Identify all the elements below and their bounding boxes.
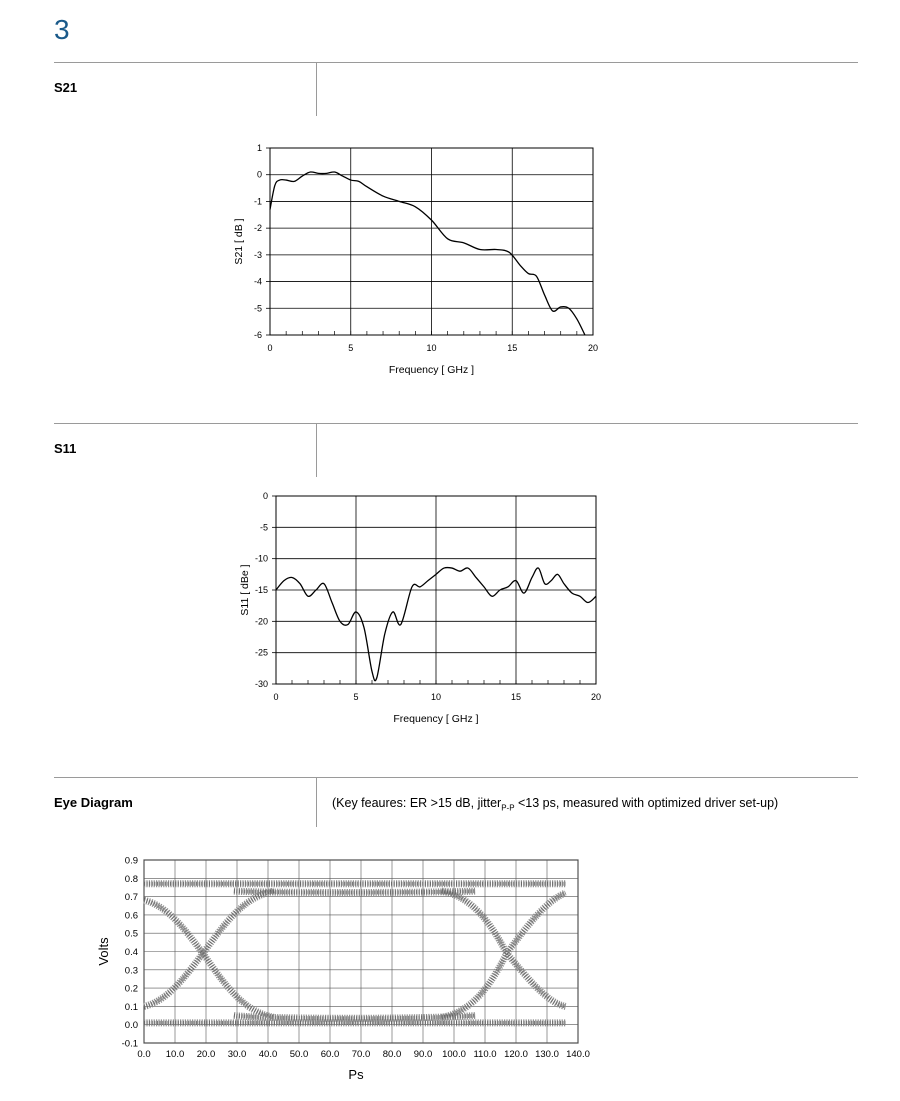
y-tick-label: 1 <box>257 143 262 153</box>
y-axis-label: Volts <box>96 937 111 966</box>
y-axis-label: S21 [ dB ] <box>233 218 245 264</box>
y-tick-label: 0.8 <box>125 874 138 885</box>
y-tick-label: 0.4 <box>125 947 138 958</box>
y-tick-label: -2 <box>254 223 262 233</box>
y-tick-label: -0.1 <box>122 1039 138 1050</box>
x-tick-label: 120.0 <box>504 1049 528 1060</box>
x-tick-label: 10 <box>431 692 441 702</box>
y-tick-label: 0.0 <box>125 1020 138 1031</box>
series-line <box>269 171 586 336</box>
section-label-eye-diagram: Eye Diagram <box>54 795 133 810</box>
y-tick-label: 0.2 <box>125 984 138 995</box>
y-tick-label: 0.3 <box>125 965 138 976</box>
eye-falling-right <box>440 887 567 1010</box>
note-tail: <13 ps, measured with optimized driver s… <box>514 796 779 810</box>
x-axis-label: Frequency [ GHz ] <box>389 364 474 376</box>
y-tick-label: 0.7 <box>125 892 138 903</box>
y-tick-label: -5 <box>254 303 262 313</box>
y-tick-label: -15 <box>255 585 268 595</box>
eye-low-inner <box>233 1012 476 1022</box>
eye-high-inner <box>233 887 476 896</box>
y-tick-label: 0.6 <box>125 910 138 921</box>
y-tick-label: 0 <box>263 491 268 501</box>
y-tick-label: -30 <box>255 679 268 689</box>
page-number: 3 <box>54 14 70 45</box>
x-tick-label: 20 <box>588 343 598 353</box>
column-divider <box>316 62 317 116</box>
x-tick-label: 20.0 <box>197 1049 216 1060</box>
x-tick-label: 110.0 <box>473 1049 496 1060</box>
y-tick-label: -1 <box>254 196 262 206</box>
series-line <box>275 566 597 682</box>
y-tick-label: -10 <box>255 554 268 564</box>
x-tick-label: 0 <box>273 692 278 702</box>
x-tick-label: 0.0 <box>137 1049 150 1060</box>
column-divider <box>316 777 317 827</box>
note-subscript: P-P <box>501 803 515 813</box>
y-tick-label: -3 <box>254 250 262 260</box>
x-tick-label: 60.0 <box>321 1049 340 1060</box>
eye-diagram-note: (Key feaures: ER >15 dB, jitterP-P <13 p… <box>332 796 778 813</box>
y-axis-label: S11 [ dBe ] <box>239 564 251 615</box>
y-tick-label: -25 <box>255 648 268 658</box>
section-label-s21: S21 <box>54 80 78 95</box>
x-tick-label: 100.0 <box>442 1049 466 1060</box>
x-tick-label: 5 <box>348 343 353 353</box>
x-tick-label: 50.0 <box>290 1049 309 1060</box>
y-tick-label: 0.9 <box>125 856 138 867</box>
x-axis-label: Frequency [ GHz ] <box>393 713 478 725</box>
section-label-s11: S11 <box>54 441 77 456</box>
x-tick-label: 20 <box>591 692 601 702</box>
x-tick-label: 80.0 <box>383 1049 402 1060</box>
section-divider <box>54 62 858 63</box>
x-tick-label: 130.0 <box>535 1049 559 1060</box>
x-tick-label: 15 <box>511 692 521 702</box>
x-tick-label: 140.0 <box>566 1049 590 1060</box>
section-divider <box>54 777 858 778</box>
x-tick-label: 10 <box>426 343 436 353</box>
y-tick-label: 0.1 <box>125 1002 138 1013</box>
eye-falling-left <box>143 896 275 1021</box>
y-tick-label: 0.5 <box>125 929 138 940</box>
plot-frame <box>269 147 594 336</box>
eye-falling-left-core <box>143 898 275 1020</box>
eye-rising-left <box>143 887 275 1010</box>
x-tick-label: 70.0 <box>352 1049 371 1060</box>
note-text: (Key feaures: ER >15 dB, jitter <box>332 796 502 810</box>
y-tick-label: -6 <box>254 330 262 340</box>
x-tick-label: 5 <box>353 692 358 702</box>
x-axis-label: Ps <box>348 1067 364 1082</box>
eye-rising-right <box>440 889 568 1021</box>
y-tick-label: -20 <box>255 616 268 626</box>
x-tick-label: 30.0 <box>228 1049 247 1060</box>
section-divider <box>54 423 858 424</box>
x-tick-label: 0 <box>267 343 272 353</box>
y-tick-label: -4 <box>254 277 262 287</box>
eye-diagram-chart: 0.0 10.0 20.0 30.0 40.0 50.0 60.0 70.0 80.0 90.0 1… <box>96 856 590 1083</box>
x-tick-label: 40.0 <box>259 1049 278 1060</box>
y-tick-label: 0 <box>257 170 262 180</box>
y-tick-label: -5 <box>260 522 268 532</box>
x-tick-label: 90.0 <box>414 1049 433 1060</box>
column-divider <box>316 423 317 477</box>
x-tick-label: 15 <box>507 343 517 353</box>
s11-chart: 0 5 10 15 20 0 -5 -10 -15 -20 -25 -30 Frequency [ GH… <box>239 491 601 725</box>
x-tick-label: 10.0 <box>166 1049 185 1060</box>
